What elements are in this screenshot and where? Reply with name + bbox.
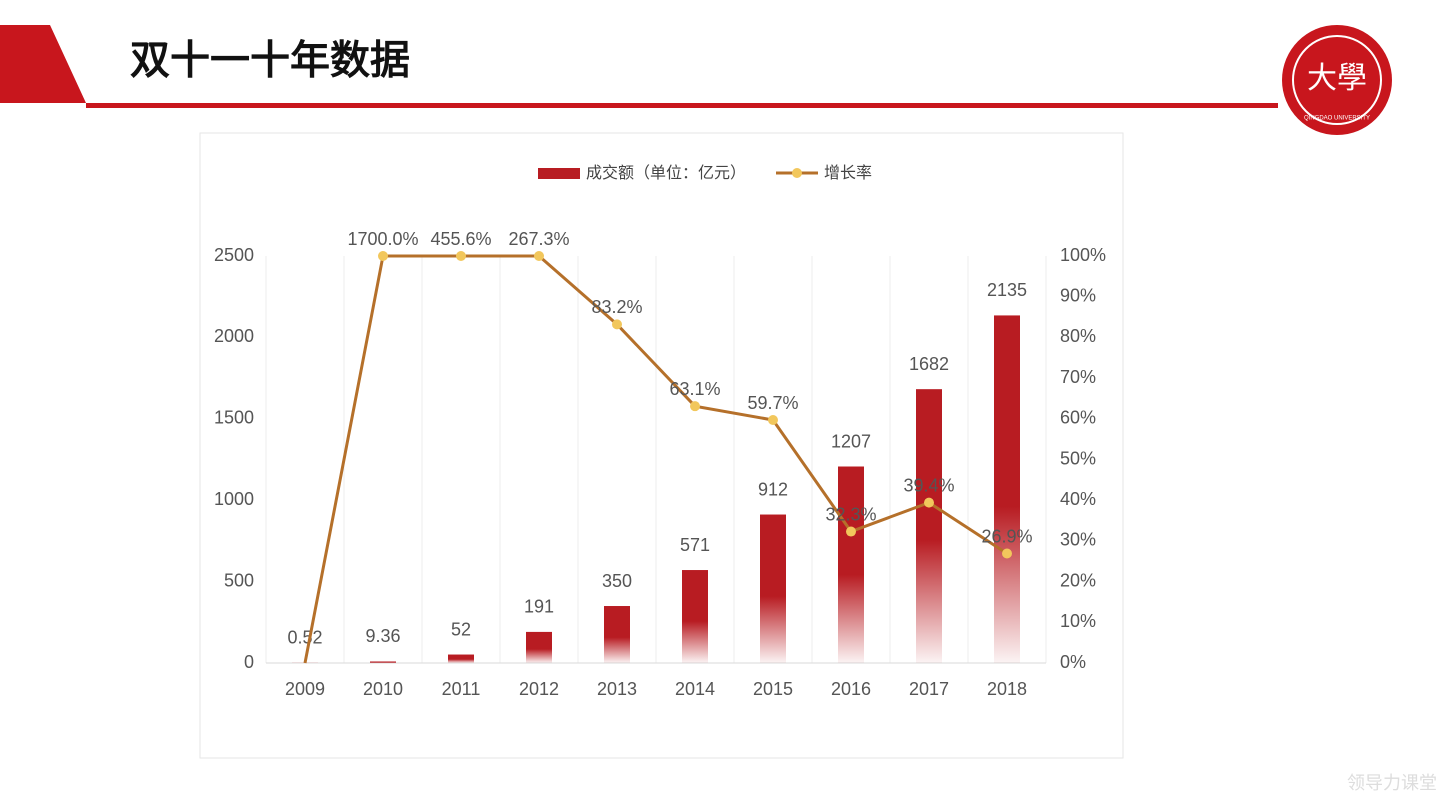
chart: 0 500 1000 1500 2000 2500 0% 10% 20% 30% 40% 50% 60%… <box>214 164 1106 699</box>
growth-marker <box>612 319 622 330</box>
bar-value-label: 350 <box>602 571 632 591</box>
growth-marker <box>846 526 856 537</box>
growth-value-label: 59.7% <box>747 393 798 413</box>
growth-value-label: 83.2% <box>591 297 642 317</box>
legend-marker <box>792 168 802 178</box>
y2-tick-label: 100% <box>1060 245 1106 265</box>
growth-marker <box>1002 548 1012 559</box>
bar <box>994 315 1020 663</box>
bar-value-label: 2135 <box>987 280 1027 300</box>
header-rule <box>86 103 1278 108</box>
y-tick-label: 1500 <box>214 408 254 428</box>
logo: 大學 QINGDAO UNIVERSITY <box>1282 25 1392 135</box>
bar <box>682 570 708 663</box>
y2-tick-label: 40% <box>1060 489 1096 509</box>
bar-value-label: 1682 <box>909 354 949 374</box>
y2-tick-label: 10% <box>1060 611 1096 631</box>
growth-value-label: 1700.0% <box>347 229 418 249</box>
bar <box>448 654 474 663</box>
growth-marker <box>690 401 700 412</box>
x-tick-label: 2010 <box>363 679 403 699</box>
growth-value-label: 26.9% <box>981 526 1032 546</box>
y2-tick-label: 60% <box>1060 408 1096 428</box>
growth-value-label: 39.4% <box>903 475 954 495</box>
chart-panel <box>199 132 1124 759</box>
bar <box>760 514 786 663</box>
bar <box>370 661 396 663</box>
y-tick-label: 0 <box>244 652 254 672</box>
bar-value-label: 191 <box>524 597 554 617</box>
growth-marker <box>378 251 388 261</box>
growth-marker <box>924 497 934 508</box>
bar-value-label: 0.52 <box>287 628 322 648</box>
y2-tick-label: 70% <box>1060 367 1096 387</box>
y2-tick-label: 80% <box>1060 326 1096 346</box>
bar <box>526 631 552 663</box>
y2-tick-label: 0% <box>1060 652 1086 672</box>
y-tick-label: 500 <box>224 570 254 590</box>
growth-marker <box>534 251 544 261</box>
legend-label: 增长率 <box>824 164 872 182</box>
bar <box>916 389 942 663</box>
growth-value-label: 455.6% <box>430 229 491 249</box>
growth-marker <box>768 415 778 426</box>
watermark: 领导力课堂 <box>1347 773 1437 793</box>
slide-title: 双十一十年数据 <box>130 39 410 83</box>
y-tick-label: 1000 <box>214 489 254 509</box>
x-tick-label: 2016 <box>831 679 871 699</box>
x-tick-label: 2009 <box>285 679 325 699</box>
x-tick-label: 2012 <box>519 679 559 699</box>
legend-label: 成交额（单位：亿元） <box>586 164 746 182</box>
x-tick-label: 2014 <box>675 679 715 699</box>
y-tick-label: 2500 <box>214 245 254 265</box>
x-tick-label: 2018 <box>987 679 1027 699</box>
bar-value-label: 571 <box>680 535 710 555</box>
y2-tick-label: 30% <box>1060 530 1096 550</box>
bar <box>604 606 630 663</box>
growth-value-label: 267.3% <box>508 229 569 249</box>
y2-tick-label: 50% <box>1060 448 1096 468</box>
y-tick-label: 2000 <box>214 326 254 346</box>
growth-marker <box>456 251 466 261</box>
bar-value-label: 52 <box>451 619 471 639</box>
svg-text:大學: 大學 <box>1307 61 1367 96</box>
x-tick-label: 2017 <box>909 679 949 699</box>
bar-value-label: 912 <box>758 479 788 499</box>
growth-value-label: 63.1% <box>669 379 720 399</box>
logo-text: QINGDAO UNIVERSITY <box>1304 116 1370 122</box>
bar-value-label: 1207 <box>831 431 871 451</box>
x-tick-label: 2015 <box>753 679 793 699</box>
x-tick-label: 2011 <box>442 679 481 699</box>
legend-swatch <box>538 168 580 179</box>
growth-line <box>303 254 1008 664</box>
y2-tick-label: 20% <box>1060 570 1096 590</box>
bar <box>838 466 864 663</box>
growth-value-label: 32.3% <box>825 504 876 524</box>
bar-value-label: 9.36 <box>365 626 400 646</box>
y2-tick-label: 90% <box>1060 285 1096 305</box>
header-shape <box>0 25 86 103</box>
x-tick-label: 2013 <box>597 679 637 699</box>
